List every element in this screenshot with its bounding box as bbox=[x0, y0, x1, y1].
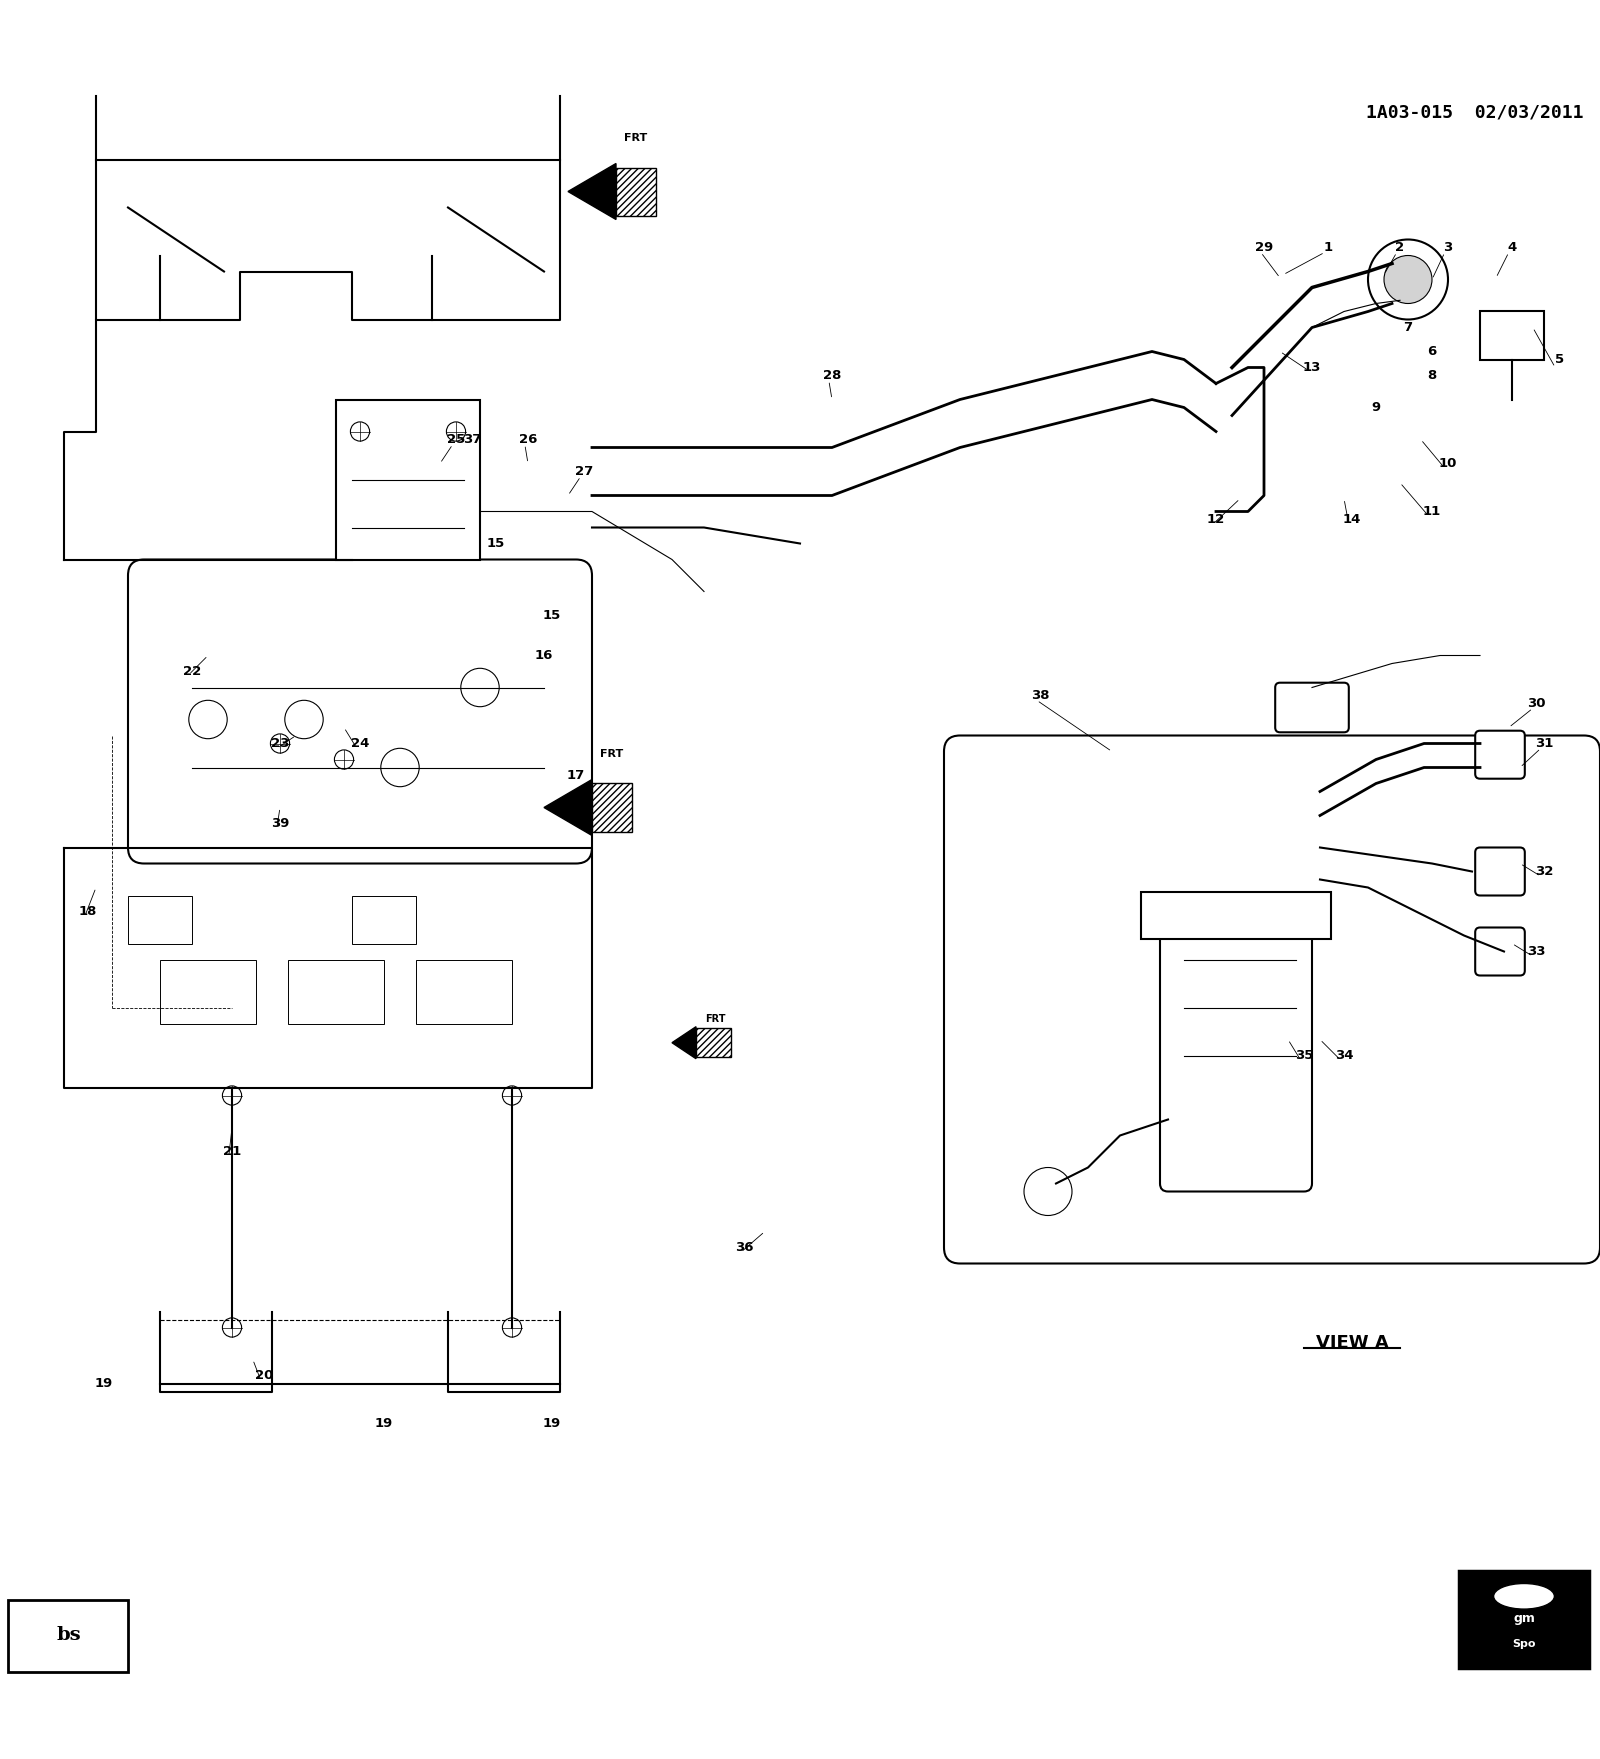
FancyBboxPatch shape bbox=[128, 559, 592, 864]
Text: 6: 6 bbox=[1427, 345, 1437, 359]
Ellipse shape bbox=[1494, 1583, 1555, 1609]
Bar bbox=[336, 399, 480, 559]
Text: 27: 27 bbox=[574, 464, 594, 478]
Text: 1A03-015  02/03/2011: 1A03-015 02/03/2011 bbox=[1366, 104, 1584, 121]
Bar bbox=[352, 895, 416, 943]
Text: Spo: Spo bbox=[1512, 1639, 1536, 1650]
Text: 39: 39 bbox=[270, 816, 290, 830]
Text: FRT: FRT bbox=[624, 134, 648, 144]
Bar bbox=[288, 959, 384, 1024]
Text: gm: gm bbox=[1514, 1613, 1534, 1625]
Text: 25: 25 bbox=[446, 433, 466, 447]
Text: 29: 29 bbox=[1254, 241, 1274, 253]
Circle shape bbox=[270, 734, 290, 753]
FancyBboxPatch shape bbox=[1459, 1571, 1589, 1668]
Text: 23: 23 bbox=[270, 737, 290, 749]
Text: FRT: FRT bbox=[706, 1013, 725, 1024]
Text: 7: 7 bbox=[1403, 320, 1413, 334]
Text: 10: 10 bbox=[1438, 457, 1458, 470]
Text: 5: 5 bbox=[1555, 354, 1565, 366]
FancyBboxPatch shape bbox=[616, 167, 656, 216]
Circle shape bbox=[502, 1085, 522, 1105]
FancyBboxPatch shape bbox=[1160, 920, 1312, 1191]
Text: 28: 28 bbox=[822, 369, 842, 382]
Text: 2: 2 bbox=[1395, 241, 1405, 253]
FancyBboxPatch shape bbox=[1275, 682, 1349, 732]
Text: 19: 19 bbox=[94, 1377, 114, 1390]
Circle shape bbox=[334, 749, 354, 769]
FancyBboxPatch shape bbox=[592, 783, 632, 832]
FancyBboxPatch shape bbox=[8, 1599, 128, 1671]
Bar bbox=[128, 895, 192, 943]
Text: 15: 15 bbox=[486, 536, 506, 551]
Text: VIEW A: VIEW A bbox=[1315, 1335, 1389, 1353]
Text: 18: 18 bbox=[78, 904, 98, 918]
Text: 19: 19 bbox=[374, 1418, 394, 1430]
Text: 37: 37 bbox=[462, 433, 482, 447]
Text: 19: 19 bbox=[542, 1418, 562, 1430]
Text: 15: 15 bbox=[542, 609, 562, 623]
FancyBboxPatch shape bbox=[1141, 892, 1331, 939]
Circle shape bbox=[222, 1317, 242, 1337]
Circle shape bbox=[1384, 255, 1432, 304]
Bar bbox=[160, 959, 256, 1024]
Text: 11: 11 bbox=[1422, 505, 1442, 517]
Polygon shape bbox=[672, 1027, 696, 1059]
FancyBboxPatch shape bbox=[1475, 927, 1525, 976]
Circle shape bbox=[222, 1085, 242, 1105]
FancyBboxPatch shape bbox=[944, 735, 1600, 1263]
FancyBboxPatch shape bbox=[1475, 730, 1525, 779]
Bar bbox=[1480, 311, 1544, 359]
Polygon shape bbox=[568, 164, 616, 220]
Text: 14: 14 bbox=[1342, 514, 1362, 526]
Text: 30: 30 bbox=[1526, 697, 1546, 711]
Text: 21: 21 bbox=[222, 1145, 242, 1157]
Text: 36: 36 bbox=[734, 1242, 754, 1254]
FancyBboxPatch shape bbox=[1475, 848, 1525, 895]
Text: 4: 4 bbox=[1507, 241, 1517, 253]
Text: 38: 38 bbox=[1030, 690, 1050, 702]
Text: 8: 8 bbox=[1427, 369, 1437, 382]
Text: 34: 34 bbox=[1334, 1048, 1354, 1062]
Text: 12: 12 bbox=[1206, 514, 1226, 526]
Text: 16: 16 bbox=[534, 649, 554, 661]
Text: 17: 17 bbox=[566, 769, 586, 783]
Circle shape bbox=[446, 422, 466, 442]
Circle shape bbox=[350, 422, 370, 442]
Circle shape bbox=[381, 748, 419, 786]
Circle shape bbox=[461, 668, 499, 707]
Text: 22: 22 bbox=[182, 665, 202, 677]
Text: 32: 32 bbox=[1534, 865, 1554, 878]
Text: 26: 26 bbox=[518, 433, 538, 447]
Text: 13: 13 bbox=[1302, 361, 1322, 375]
Circle shape bbox=[285, 700, 323, 739]
FancyBboxPatch shape bbox=[696, 1029, 731, 1057]
Text: FRT: FRT bbox=[600, 749, 624, 760]
Text: 24: 24 bbox=[350, 737, 370, 749]
Circle shape bbox=[1368, 239, 1448, 320]
Text: 33: 33 bbox=[1526, 945, 1546, 959]
Text: 9: 9 bbox=[1371, 401, 1381, 413]
Text: 20: 20 bbox=[254, 1369, 274, 1383]
Text: 35: 35 bbox=[1294, 1048, 1314, 1062]
Circle shape bbox=[189, 700, 227, 739]
Text: 3: 3 bbox=[1443, 241, 1453, 253]
Bar bbox=[416, 959, 512, 1024]
Circle shape bbox=[1024, 1168, 1072, 1215]
Circle shape bbox=[502, 1317, 522, 1337]
Text: 31: 31 bbox=[1534, 737, 1554, 749]
Text: bs: bs bbox=[56, 1627, 82, 1645]
Text: 1: 1 bbox=[1323, 241, 1333, 253]
Polygon shape bbox=[544, 779, 592, 836]
